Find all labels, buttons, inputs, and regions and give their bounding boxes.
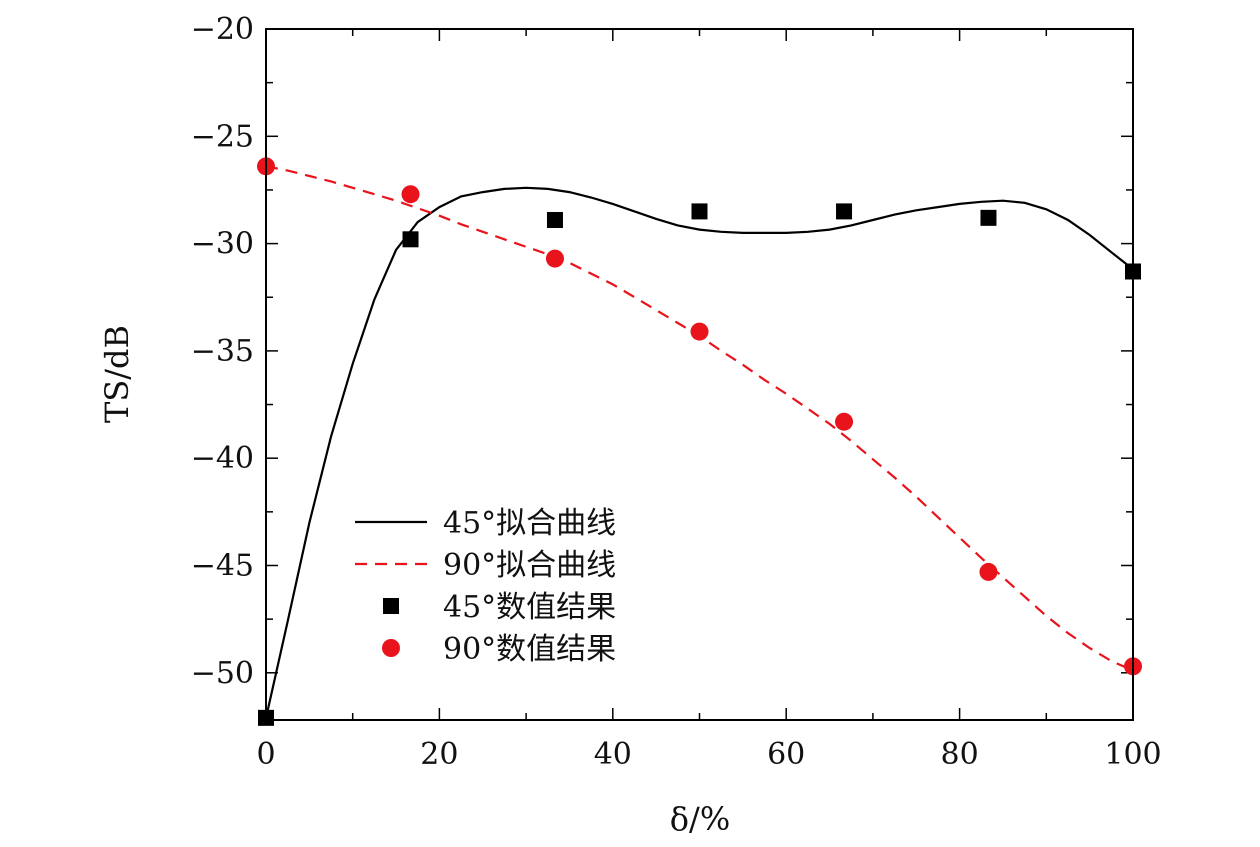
legend-label-1: 90°拟合曲线 bbox=[443, 548, 616, 583]
y-tick-label: −50 bbox=[191, 656, 254, 691]
ticks bbox=[265, 28, 1134, 720]
y-tick-label: −35 bbox=[191, 334, 254, 369]
data-point-square bbox=[402, 231, 419, 248]
legend-label-2: 45°数值结果 bbox=[443, 590, 616, 625]
x-tick-label: 0 bbox=[256, 737, 275, 772]
legend-label-0: 45°拟合曲线 bbox=[443, 506, 616, 541]
series-layer bbox=[257, 157, 1142, 726]
y-tick-label: −40 bbox=[191, 441, 254, 476]
legend-marker-circle bbox=[382, 639, 400, 657]
x-axis-label: δ/% bbox=[670, 800, 730, 838]
data-point-square bbox=[980, 209, 997, 226]
x-tick-label: 40 bbox=[594, 737, 632, 772]
data-point-circle bbox=[401, 185, 420, 204]
data-point-circle bbox=[979, 562, 998, 581]
y-tick-label: −45 bbox=[191, 548, 254, 583]
plot-frame bbox=[265, 28, 1134, 721]
data-point-circle bbox=[835, 412, 854, 431]
series-line-1 bbox=[265, 165, 1134, 672]
y-tick-label: −25 bbox=[191, 119, 254, 154]
legend-label-3: 90°数值结果 bbox=[443, 632, 616, 667]
data-point-square bbox=[546, 211, 563, 228]
legend-marker-square bbox=[383, 598, 399, 614]
tick-labels: 0 20 40 60 80 100 −50 −45 −40 −35 −30 −25 −20 bbox=[191, 12, 1162, 772]
data-point-square bbox=[836, 203, 853, 220]
data-point-circle bbox=[545, 249, 564, 268]
series-line-0 bbox=[264, 186, 1134, 719]
y-tick-label: −20 bbox=[191, 12, 254, 47]
data-point-circle bbox=[690, 322, 709, 341]
legend: 45°拟合曲线 90°拟合曲线 45°数值结果 90°数值结果 bbox=[355, 506, 616, 667]
x-tick-label: 80 bbox=[941, 737, 979, 772]
data-point-square bbox=[691, 203, 708, 220]
y-tick-label: −30 bbox=[191, 227, 254, 262]
x-tick-label: 100 bbox=[1104, 737, 1161, 772]
y-axis-label: TS/dB bbox=[98, 325, 136, 423]
x-tick-label: 20 bbox=[420, 737, 458, 772]
x-tick-label: 60 bbox=[767, 737, 805, 772]
